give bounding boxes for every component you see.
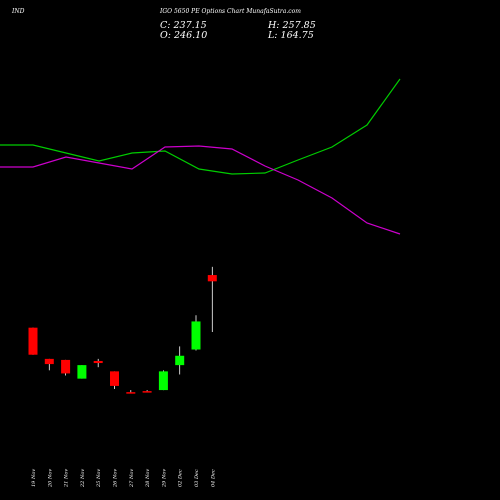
low-value: L: 164.75 <box>268 30 314 41</box>
close-value: C: 237.15 <box>160 20 207 31</box>
candle-body <box>191 321 201 350</box>
candle-body <box>158 371 168 391</box>
candle-body <box>77 365 87 379</box>
x-tick-label: 19 Nov <box>31 469 37 487</box>
moving-average-magenta-line <box>0 145 401 235</box>
candle-body <box>93 360 103 364</box>
candles-group <box>28 266 217 394</box>
candle-body <box>207 275 217 282</box>
open-value: O: 246.10 <box>160 30 208 41</box>
candle-body <box>61 359 71 374</box>
candle-body <box>28 327 38 355</box>
x-tick-label: 20 Nov <box>47 469 53 488</box>
chart-symbol: IND <box>12 8 25 15</box>
x-axis-labels: 19 Nov 20 Nov 21 Nov 22 Nov 25 Nov 26 Nov 27 N… <box>31 469 216 488</box>
x-tick-label: 21 Nov <box>64 469 70 488</box>
chart-title: IGO 5650 PE Options Chart MunafaSutra.co… <box>160 8 301 15</box>
x-tick-label: 26 Nov <box>113 469 119 488</box>
x-tick-label: 29 Nov <box>161 469 167 488</box>
moving-average-green-line <box>0 78 401 175</box>
candle-body <box>110 371 119 386</box>
candle-body <box>142 391 152 393</box>
x-tick-label: 03 Dec <box>194 469 200 487</box>
x-tick-label: 28 Nov <box>145 469 151 488</box>
candle-body <box>44 358 54 365</box>
x-tick-label: 02 Dec <box>178 469 184 487</box>
x-tick-label: 04 Dec <box>210 469 216 487</box>
candle-body <box>126 392 136 394</box>
x-tick-label: 22 Nov <box>80 469 86 488</box>
x-tick-label: 25 Nov <box>96 469 102 488</box>
high-value: H: 257.85 <box>268 20 316 31</box>
x-tick-label: 27 Nov <box>129 469 135 488</box>
candle-body <box>175 355 185 366</box>
